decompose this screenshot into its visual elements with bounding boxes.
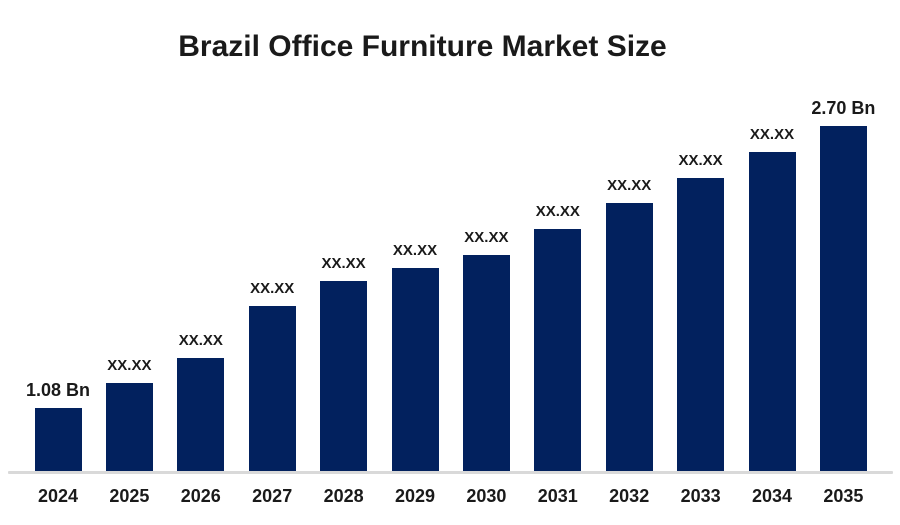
x-axis-tick-label-2028: 2028 (323, 486, 364, 506)
bar-2024 (34, 408, 82, 472)
bar-value-label-2029: XX.XX (392, 242, 438, 259)
chart-title: Brazil Office Furniture Market Size (178, 30, 667, 63)
bar-value-label-2034: XX.XX (749, 126, 795, 143)
bar-2026 (177, 358, 225, 472)
bar-2027 (248, 306, 296, 472)
bar-value-label-2031: XX.XX (535, 203, 580, 220)
bar-value-label-2032: XX.XX (607, 177, 652, 194)
bar-value-label-2026: XX.XX (178, 332, 223, 349)
bar-2033 (677, 178, 725, 472)
bar-value-label-2025: XX.XX (107, 357, 152, 374)
bar-2031 (534, 229, 582, 472)
bar-2032 (605, 203, 653, 472)
x-axis-tick-label-2033: 2033 (680, 486, 721, 506)
x-axis-tick-label-2025: 2025 (109, 486, 150, 506)
bar-value-label-2028: XX.XX (321, 255, 366, 272)
x-axis-tick-label-2031: 2031 (537, 486, 578, 506)
bar-value-label-2030: XX.XX (464, 229, 509, 246)
x-axis-tick-label-2035: 2035 (823, 486, 864, 506)
bar-2028 (320, 281, 368, 472)
x-axis-tick-label-2032: 2032 (609, 486, 650, 506)
x-axis-tick-label-2027: 2027 (252, 486, 293, 506)
bar-2030 (462, 255, 510, 472)
x-axis-tick-label-2026: 2026 (180, 486, 221, 506)
bar-value-label-2033: XX.XX (678, 152, 723, 169)
bar-2035 (819, 126, 867, 472)
bar-2025 (105, 383, 153, 472)
x-axis-line (8, 471, 893, 474)
x-axis-tick-label-2029: 2029 (394, 486, 436, 506)
bar-value-label-2024: 1.08 Bn (25, 380, 91, 400)
x-axis-tick-label-2024: 2024 (37, 486, 79, 506)
bar-2034 (748, 152, 796, 472)
x-axis-tick-label-2034: 2034 (751, 486, 793, 506)
bar-value-label-2027: XX.XX (250, 280, 295, 297)
bar-value-label-2035: 2.70 Bn (811, 98, 876, 118)
bar-2029 (391, 268, 439, 472)
x-axis-tick-label-2030: 2030 (466, 486, 507, 506)
